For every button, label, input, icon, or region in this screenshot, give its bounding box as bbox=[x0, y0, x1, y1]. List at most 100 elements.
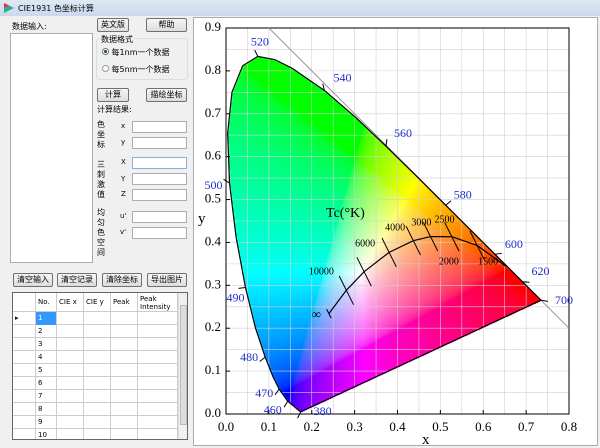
data-input[interactable] bbox=[10, 33, 93, 263]
clear-records-button[interactable]: 清空记录 bbox=[57, 273, 97, 287]
y-label: y bbox=[121, 138, 126, 146]
cell-no[interactable]: 1 bbox=[36, 312, 57, 325]
table-cell[interactable] bbox=[138, 364, 178, 377]
table-cell[interactable] bbox=[111, 416, 138, 429]
u-field[interactable] bbox=[132, 211, 187, 223]
table-cell[interactable] bbox=[111, 312, 138, 325]
table-cell[interactable] bbox=[111, 403, 138, 416]
table-cell[interactable] bbox=[138, 429, 178, 439]
y-tick-label: 0.5 bbox=[205, 191, 221, 206]
scrollbar-thumb[interactable] bbox=[180, 305, 187, 425]
table-cell[interactable] bbox=[57, 351, 84, 364]
Z-field[interactable] bbox=[132, 189, 187, 201]
isotherm-line bbox=[338, 275, 354, 305]
table-row[interactable]: 4 bbox=[13, 351, 178, 364]
cell-no[interactable]: 10 bbox=[36, 429, 57, 439]
table-cell[interactable] bbox=[138, 390, 178, 403]
table-row[interactable]: 9 bbox=[13, 416, 178, 429]
radio-1nm[interactable]: 每1nm一个数据 bbox=[102, 47, 170, 58]
wavelength-tick bbox=[445, 200, 452, 206]
col-cie-x[interactable]: CIE x bbox=[57, 293, 84, 312]
table-cell[interactable] bbox=[111, 390, 138, 403]
table-row[interactable]: 8 bbox=[13, 403, 178, 416]
calc-button[interactable]: 计算 bbox=[97, 88, 129, 102]
table-row[interactable]: 7 bbox=[13, 390, 178, 403]
isotherm-line bbox=[356, 257, 372, 287]
table-cell[interactable] bbox=[57, 416, 84, 429]
cell-no[interactable]: 6 bbox=[36, 377, 57, 390]
cct-label: 3000 bbox=[411, 218, 431, 229]
table-cell[interactable] bbox=[84, 312, 111, 325]
table-cell[interactable] bbox=[111, 338, 138, 351]
table-cell[interactable] bbox=[84, 416, 111, 429]
cell-no[interactable]: 8 bbox=[36, 403, 57, 416]
cct-label: 1500 bbox=[478, 256, 498, 267]
table-cell[interactable] bbox=[57, 390, 84, 403]
row-header bbox=[13, 325, 36, 338]
table-cell[interactable] bbox=[111, 325, 138, 338]
table-cell[interactable] bbox=[57, 364, 84, 377]
table-cell[interactable] bbox=[84, 364, 111, 377]
english-button[interactable]: 英文版 bbox=[97, 18, 129, 32]
v-field[interactable] bbox=[132, 227, 187, 239]
spectral-locus bbox=[227, 55, 543, 413]
clear-coords-button[interactable]: 清除坐标 bbox=[102, 273, 142, 287]
cct-label: 2000 bbox=[439, 257, 459, 268]
cie-chart-panel: 0.0 0.1 0.2 0.3 0.4 0.5 0.6 0.7 0.8 0.0 0.1 0.2 0.3 0… bbox=[193, 17, 599, 447]
records-table[interactable]: No. CIE x CIE y Peak Peak Intensity ▸ 1 2 3… bbox=[12, 292, 188, 440]
cell-no[interactable]: 3 bbox=[36, 338, 57, 351]
table-cell[interactable] bbox=[84, 325, 111, 338]
col-peak-intensity[interactable]: Peak Intensity bbox=[138, 293, 178, 312]
cell-no[interactable]: 2 bbox=[36, 325, 57, 338]
table-row[interactable]: 3 bbox=[13, 338, 178, 351]
radio-5nm[interactable]: 每5nm一个数据 bbox=[102, 64, 170, 75]
table-cell[interactable] bbox=[111, 351, 138, 364]
cell-no[interactable]: 5 bbox=[36, 364, 57, 377]
table-row[interactable]: 5 bbox=[13, 364, 178, 377]
table-scrollbar[interactable] bbox=[178, 293, 187, 439]
table-cell[interactable] bbox=[138, 351, 178, 364]
plot-button[interactable]: 描绘坐标 bbox=[146, 88, 187, 102]
cell-no[interactable]: 7 bbox=[36, 390, 57, 403]
y-field[interactable] bbox=[132, 137, 187, 149]
table-cell[interactable] bbox=[138, 312, 178, 325]
row-header bbox=[13, 390, 36, 403]
x-field[interactable] bbox=[132, 121, 187, 133]
table-cell[interactable] bbox=[57, 325, 84, 338]
table-cell[interactable] bbox=[57, 403, 84, 416]
table-cell[interactable] bbox=[138, 325, 178, 338]
table-row[interactable]: 10 bbox=[13, 429, 178, 439]
table-cell[interactable] bbox=[57, 377, 84, 390]
table-cell[interactable] bbox=[138, 403, 178, 416]
col-no[interactable]: No. bbox=[36, 293, 57, 312]
table-cell[interactable] bbox=[84, 429, 111, 439]
table-cell[interactable] bbox=[84, 338, 111, 351]
table-cell[interactable] bbox=[57, 312, 84, 325]
table-cell[interactable] bbox=[138, 338, 178, 351]
table-row[interactable]: 2 bbox=[13, 325, 178, 338]
help-button[interactable]: 帮助 bbox=[146, 18, 187, 32]
col-cie-y[interactable]: CIE y bbox=[84, 293, 111, 312]
table-cell[interactable] bbox=[138, 416, 178, 429]
table-cell[interactable] bbox=[57, 429, 84, 439]
table-cell[interactable] bbox=[84, 377, 111, 390]
table-cell[interactable] bbox=[84, 403, 111, 416]
export-image-button[interactable]: 导出图片 bbox=[147, 273, 187, 287]
wavelength-tick bbox=[259, 356, 266, 362]
X-field[interactable] bbox=[132, 157, 187, 169]
wavelength-tick bbox=[283, 400, 289, 408]
table-row[interactable]: ▸ 1 bbox=[13, 312, 178, 325]
table-cell[interactable] bbox=[111, 377, 138, 390]
table-cell[interactable] bbox=[57, 338, 84, 351]
table-row[interactable]: 6 bbox=[13, 377, 178, 390]
table-cell[interactable] bbox=[111, 429, 138, 439]
table-cell[interactable] bbox=[84, 351, 111, 364]
table-cell[interactable] bbox=[84, 390, 111, 403]
col-peak[interactable]: Peak bbox=[111, 293, 138, 312]
table-cell[interactable] bbox=[111, 364, 138, 377]
cell-no[interactable]: 9 bbox=[36, 416, 57, 429]
cell-no[interactable]: 4 bbox=[36, 351, 57, 364]
clear-input-button[interactable]: 清空输入 bbox=[13, 273, 53, 287]
table-cell[interactable] bbox=[138, 377, 178, 390]
Y-field[interactable] bbox=[132, 173, 187, 185]
